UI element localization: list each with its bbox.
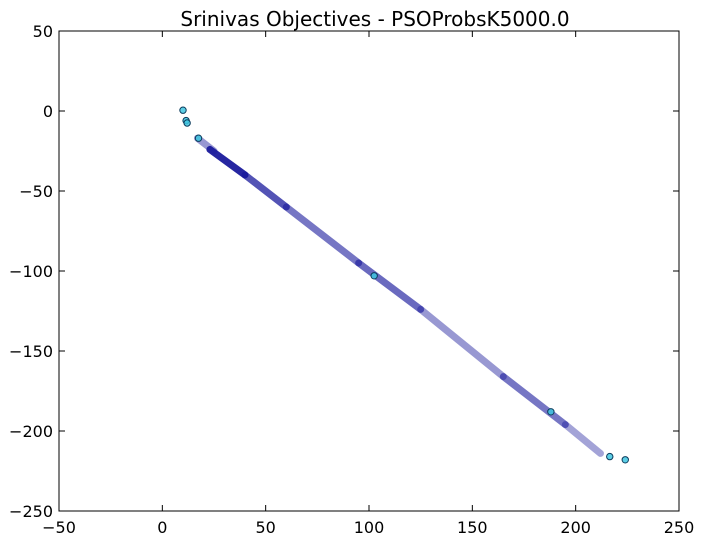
data-point [183,119,191,127]
data-point [621,456,629,464]
data-point [194,134,203,142]
y-tick-label: 50 [33,22,53,41]
x-tick-label: 100 [354,518,385,537]
trail-segment [417,305,507,381]
data-point [370,272,378,280]
x-tick-label: −50 [42,518,76,537]
points-layer [179,106,629,464]
chart-title: Srinivas Objectives - PSOProbsK5000.0 [180,7,569,31]
y-tick-label: −100 [9,262,53,281]
x-tick-label: 250 [664,518,695,537]
data-point [547,408,555,416]
trail-segment [206,145,249,179]
trail-segment [355,259,425,313]
data-point [179,106,187,114]
x-tick-label: 200 [560,518,591,537]
data-point [606,452,614,461]
y-tick-label: −200 [9,422,53,441]
y-tick-label: 0 [43,102,53,121]
trail-segment [282,203,363,267]
trail-layer [193,134,604,457]
ticks-layer: −50 0 50 100 150 200 250 50 0 −50 −100 −150 −200 −250 [9,22,694,537]
trail-segment [561,421,604,457]
trail-segment [499,373,569,429]
x-tick-label: 0 [157,518,167,537]
y-tick-label: −150 [9,342,53,361]
y-tick-label: −50 [19,182,53,201]
x-tick-label: 150 [457,518,488,537]
y-tick-label: −250 [9,502,53,521]
trail-segment [241,171,290,211]
x-tick-label: 50 [255,518,275,537]
